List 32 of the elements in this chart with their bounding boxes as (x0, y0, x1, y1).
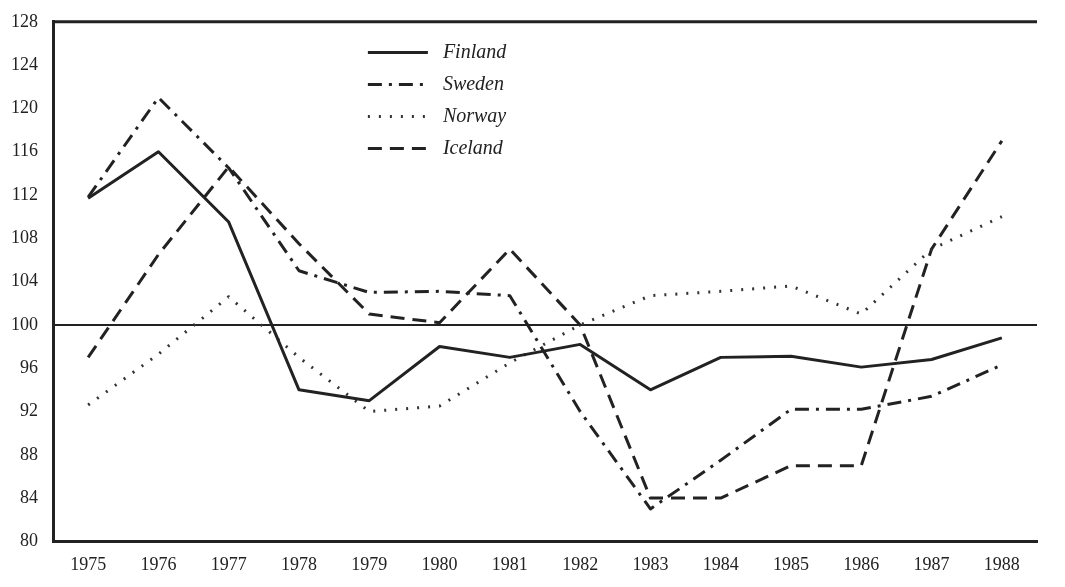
x-tick-label: 1976 (140, 553, 177, 574)
y-tick-label: 116 (11, 140, 38, 161)
x-tick-label: 1980 (421, 553, 458, 574)
legend-label: Norway (441, 103, 507, 127)
y-tick-label: 124 (11, 53, 38, 74)
x-tick-label: 1975 (70, 553, 107, 574)
y-tick-label: 108 (11, 227, 38, 248)
y-tick-label: 88 (20, 443, 38, 464)
line-series (86, 215, 1004, 413)
x-tick-label: 1977 (210, 553, 247, 574)
legend-label: Iceland (441, 135, 504, 158)
x-tick-label: 1986 (843, 553, 880, 574)
x-tick-label: 1982 (562, 553, 599, 574)
y-tick-label: 96 (20, 356, 38, 377)
y-tick-label: 80 (20, 530, 38, 551)
y-tick-label: 92 (20, 400, 38, 421)
x-tick-label: 1983 (632, 553, 669, 574)
y-tick-label: 100 (11, 313, 38, 334)
legend-label: Finland (441, 39, 508, 62)
x-tick-label: 1988 (983, 553, 1020, 574)
y-tick-label: 128 (11, 10, 38, 31)
x-tick-label: 1979 (351, 553, 388, 574)
x-tick-label: 1985 (773, 553, 809, 574)
legend-label: Sweden (442, 71, 504, 94)
x-tick-label: 1978 (281, 553, 317, 574)
y-tick-label: 120 (11, 97, 38, 118)
x-tick-label: 1981 (491, 553, 528, 574)
y-tick-label: 104 (11, 270, 38, 291)
y-tick-label: 112 (11, 183, 38, 204)
x-tick-label: 1987 (913, 553, 950, 574)
y-tick-label: 84 (20, 486, 38, 507)
x-tick-label: 1984 (702, 553, 739, 574)
